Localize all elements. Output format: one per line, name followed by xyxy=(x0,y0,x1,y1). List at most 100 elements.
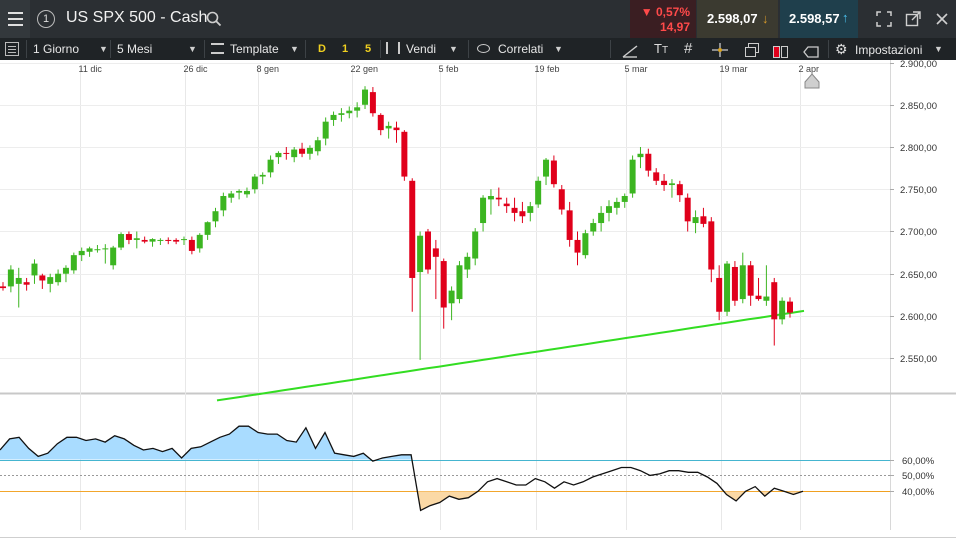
quick-interval-1[interactable]: 1 xyxy=(342,43,349,55)
candle xyxy=(118,232,125,251)
candle-body xyxy=(755,295,762,300)
related-dropdown[interactable]: Correlati ▼ xyxy=(477,38,572,60)
label-tool-icon[interactable] xyxy=(803,43,819,58)
candle xyxy=(566,201,573,247)
candle xyxy=(283,147,290,160)
candle-body xyxy=(362,89,369,105)
candle xyxy=(448,286,455,321)
candle xyxy=(212,207,219,228)
copy-tool-icon[interactable] xyxy=(744,42,760,57)
candle-body xyxy=(338,113,345,115)
candle xyxy=(582,229,589,259)
y-axis-column xyxy=(890,60,956,539)
toolbar-divider xyxy=(468,40,469,58)
side-dropdown[interactable]: Vendi ▼ xyxy=(386,38,466,60)
candle xyxy=(236,189,243,200)
candle-body xyxy=(668,183,675,186)
range-dropdown[interactable]: 5 Mesi ▼ xyxy=(117,38,202,60)
menu-icon[interactable] xyxy=(0,0,30,38)
sell-price-button[interactable]: 2.598,07 ↓ xyxy=(697,0,778,38)
candle xyxy=(267,155,274,178)
x-tick-label: 19 mar xyxy=(720,64,748,74)
candle-body xyxy=(31,263,38,276)
candle-body xyxy=(283,152,290,154)
candle-body xyxy=(417,235,424,273)
search-icon[interactable] xyxy=(206,10,222,28)
candle xyxy=(86,246,93,257)
candle xyxy=(47,273,54,293)
settings-dropdown[interactable]: ⚙ Impostazioni ▼ xyxy=(835,38,953,60)
interval-dropdown[interactable]: 1 Giorno ▼ xyxy=(33,38,108,60)
candle xyxy=(228,190,235,203)
settings-label: Impostazioni xyxy=(855,43,923,57)
candle-body xyxy=(432,248,439,257)
grid-tool-icon[interactable]: # xyxy=(684,40,693,57)
rsi-line xyxy=(0,425,804,512)
text-tool-icon[interactable]: TT xyxy=(654,41,669,56)
candle-body xyxy=(393,127,400,131)
candle xyxy=(708,217,715,283)
popout-icon[interactable] xyxy=(905,11,921,27)
candle-body xyxy=(196,234,203,249)
oversold-area xyxy=(417,491,803,511)
trendline-tool-icon[interactable] xyxy=(622,43,638,58)
candle-body xyxy=(330,114,337,120)
chevron-down-icon: ▼ xyxy=(449,44,458,54)
expand-icon[interactable] xyxy=(876,11,892,27)
instrument-header: 1 US SPX 500 - Cash ▼ 0,57% 14,97 2.598,… xyxy=(0,0,956,38)
candle-body xyxy=(94,249,101,251)
candle xyxy=(598,206,605,232)
candle-body xyxy=(424,231,431,270)
quick-interval-5[interactable]: 5 xyxy=(365,43,372,55)
candle xyxy=(322,117,329,146)
candle xyxy=(157,238,164,246)
candle xyxy=(464,252,471,278)
time-marker-icon xyxy=(804,73,820,89)
buy-price-button[interactable]: 2.598,57 ↑ xyxy=(780,0,858,38)
candle-body xyxy=(787,301,793,313)
x-tick-label: 2 apr xyxy=(799,64,820,74)
alert-tool-icon[interactable] xyxy=(773,43,789,58)
candle xyxy=(487,189,494,215)
y-tick-label: 2.900,00 xyxy=(900,60,937,70)
chart-canvas[interactable]: 11 dic 26 dic 8 gen 22 gen 5 feb 19 feb 5 mar 1… xyxy=(0,60,956,539)
crosshair-tool-icon[interactable] xyxy=(712,42,728,57)
candle-body xyxy=(173,239,180,242)
candle xyxy=(692,210,699,234)
candle-body xyxy=(275,152,282,158)
arrow-down-icon: ↓ xyxy=(762,11,769,26)
candle-body xyxy=(763,296,770,301)
candle xyxy=(196,233,203,253)
candle-body xyxy=(346,110,353,114)
moving-average-line xyxy=(216,309,805,402)
candle-body xyxy=(535,180,542,205)
candle xyxy=(417,231,424,360)
candle-body xyxy=(739,265,746,300)
candle xyxy=(125,231,132,245)
change-absolute: 14,97 xyxy=(659,20,690,34)
quick-interval-d[interactable]: D xyxy=(318,43,326,55)
overbought-area xyxy=(0,426,412,460)
candle xyxy=(472,228,479,266)
list-view-icon[interactable] xyxy=(5,42,19,56)
x-tick-label: 8 gen xyxy=(257,64,280,74)
candle-body xyxy=(401,131,408,177)
candle-body xyxy=(204,222,211,235)
rsi-tick-label: 40,00% xyxy=(902,487,935,498)
candle xyxy=(369,87,376,117)
candle xyxy=(15,267,22,308)
toolbar-divider xyxy=(380,40,381,58)
candle xyxy=(259,172,266,185)
candle-body xyxy=(110,247,117,266)
candle xyxy=(188,236,195,255)
close-icon[interactable] xyxy=(934,11,950,27)
template-dropdown[interactable]: Template ▼ xyxy=(211,38,303,60)
instrument-title: US SPX 500 - Cash xyxy=(66,9,208,26)
candle-body xyxy=(125,234,132,240)
interval-label: 1 Giorno xyxy=(33,42,80,56)
candle xyxy=(70,252,77,274)
candle-body xyxy=(708,221,715,270)
candle-body xyxy=(645,153,652,171)
candle xyxy=(668,179,675,198)
chart-overlays xyxy=(804,73,820,89)
